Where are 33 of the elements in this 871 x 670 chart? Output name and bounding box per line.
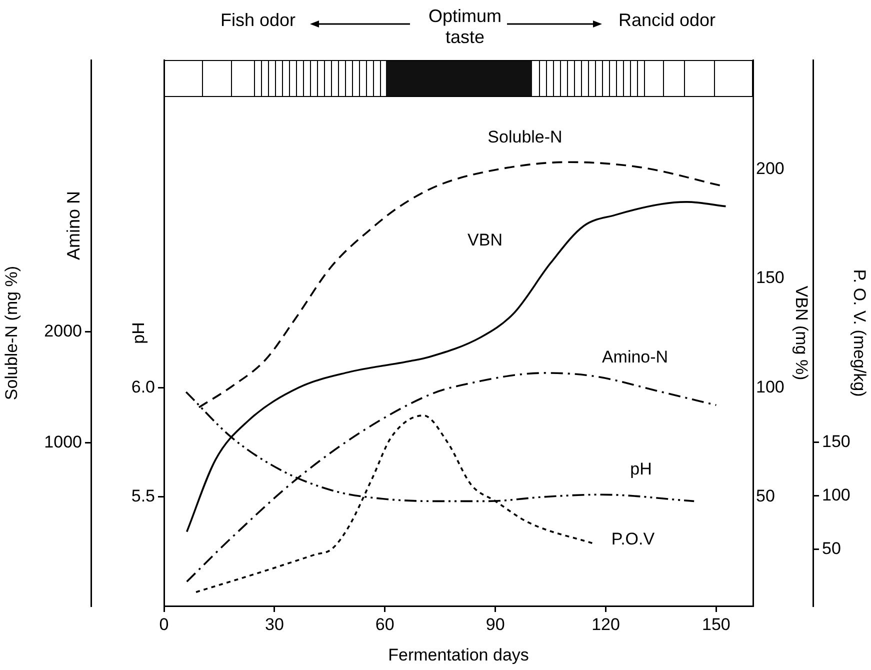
series-label: P.O.V [611,530,656,549]
y-tick-label: 50 [822,538,841,558]
y3-tick-label: 100 [756,377,784,396]
line-series [186,372,718,582]
y-axis-title: P. O. V. (meg/kg) [850,269,870,397]
y2-tick-label: 6.0 [131,377,155,396]
x-axis-title: Fermentation days [388,645,529,664]
y-axis-title: Soluble-N (mg %) [2,266,21,400]
series-label: pH [630,460,652,479]
y2-tick-label: 5.5 [131,486,155,506]
x-tick-label: 60 [375,614,394,634]
x-tick-label: 0 [159,614,169,634]
x-tick-label: 30 [264,614,284,634]
series-label: Soluble-N [488,128,562,147]
series-label: Amino-N [602,348,668,367]
x-tick-label: 120 [592,614,620,634]
y-tick-label: 1000 [44,432,82,452]
y-tick-label: 100 [822,485,850,504]
y3-tick-label: 50 [756,486,775,506]
text: Rancid odor [617,10,717,31]
y3-tick-label: 200 [756,158,784,178]
text: Optimum taste [427,6,502,48]
text: Fish odor [219,10,297,31]
text: Amino N [64,190,84,262]
y3-axis-title: VBN (mg %) [792,286,812,380]
line-series [186,201,727,533]
y-tick-label: 2000 [44,322,82,341]
y2-axis-title: pH [128,322,148,344]
text: VBN [468,230,502,250]
y3-tick-label: 150 [756,268,784,288]
x-tick-label: 90 [486,614,505,634]
x-tick-label: 150 [702,614,730,634]
y-tick-label: 150 [822,432,850,451]
